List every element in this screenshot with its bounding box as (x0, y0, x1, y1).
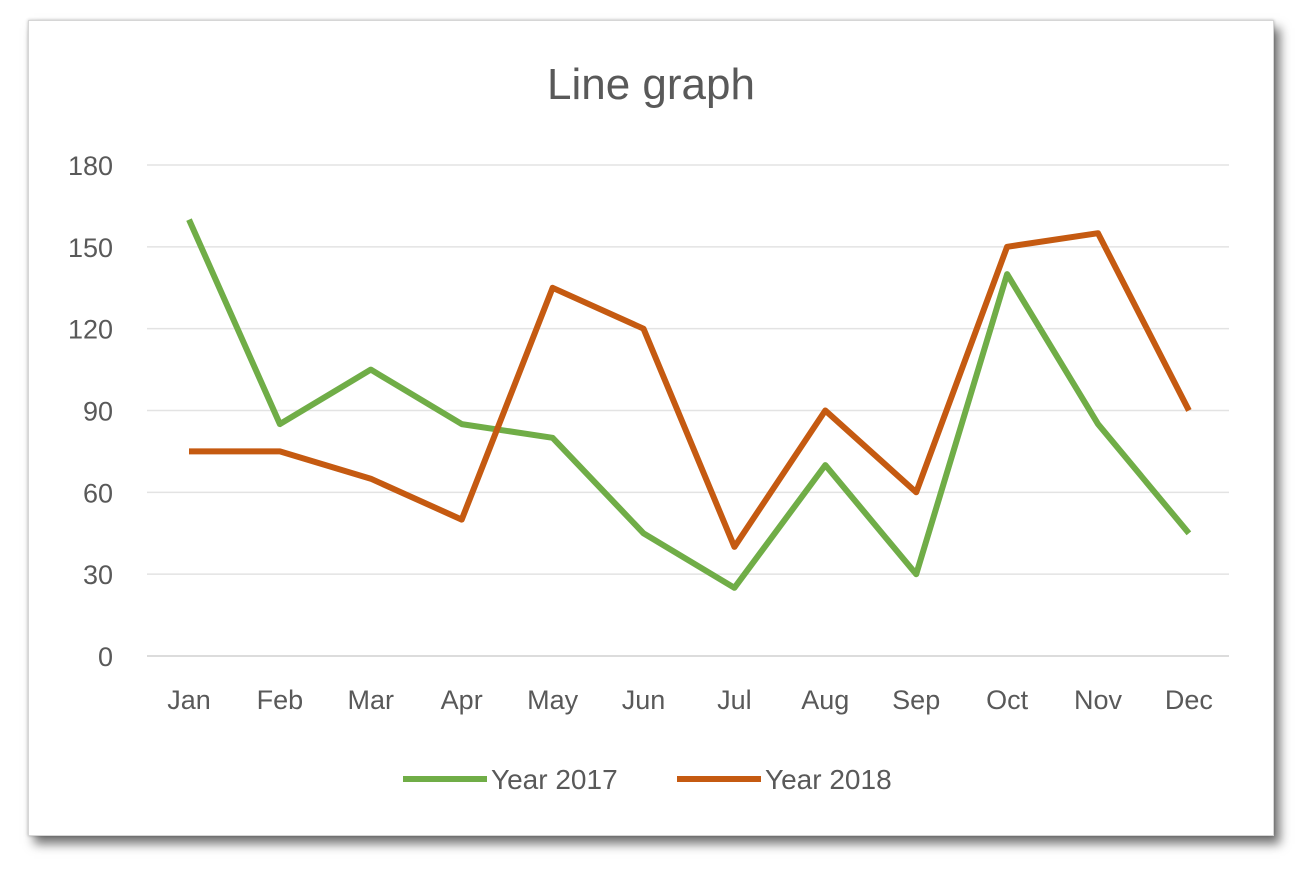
y-axis-ticks: 0 30 60 90 120 150 180 (68, 151, 113, 672)
legend: Year 2017 Year 2018 (403, 764, 892, 795)
legend-label: Year 2018 (765, 764, 892, 795)
x-tick-label: Jun (622, 685, 666, 715)
y-tick-label: 180 (68, 151, 113, 181)
series-lines (186, 218, 1192, 591)
x-tick-label: Sep (892, 685, 940, 715)
series-line-year-2018 (189, 230, 1192, 550)
x-axis-ticks: Jan Feb Mar Apr May Jun Jul Aug Sep Oct Nov Dec (167, 685, 1213, 715)
x-tick-label: Jul (717, 685, 752, 715)
x-tick-label: Feb (257, 685, 304, 715)
y-tick-label: 120 (68, 315, 113, 345)
y-tick-label: 90 (83, 397, 113, 427)
legend-label: Year 2017 (491, 764, 618, 795)
x-tick-label: Mar (348, 685, 395, 715)
chart-card: Line graph 0 30 60 90 120 150 180 Jan Feb Mar Apr… (28, 20, 1274, 836)
x-tick-label: Dec (1165, 685, 1213, 715)
x-tick-label: Aug (801, 685, 849, 715)
y-tick-label: 0 (98, 642, 113, 672)
x-tick-label: Oct (986, 685, 1029, 715)
y-tick-label: 60 (83, 478, 113, 508)
x-tick-label: May (527, 685, 579, 715)
gridlines (147, 164, 1229, 657)
series-line-year-2017 (186, 218, 1192, 591)
x-tick-label: Apr (441, 685, 483, 715)
line-chart: Line graph 0 30 60 90 120 150 180 Jan Feb Mar Apr… (68, 60, 1229, 795)
y-tick-label: 150 (68, 233, 113, 263)
y-tick-label: 30 (83, 560, 113, 590)
chart-title: Line graph (547, 60, 755, 109)
x-tick-label: Jan (167, 685, 211, 715)
x-tick-label: Nov (1074, 685, 1123, 715)
